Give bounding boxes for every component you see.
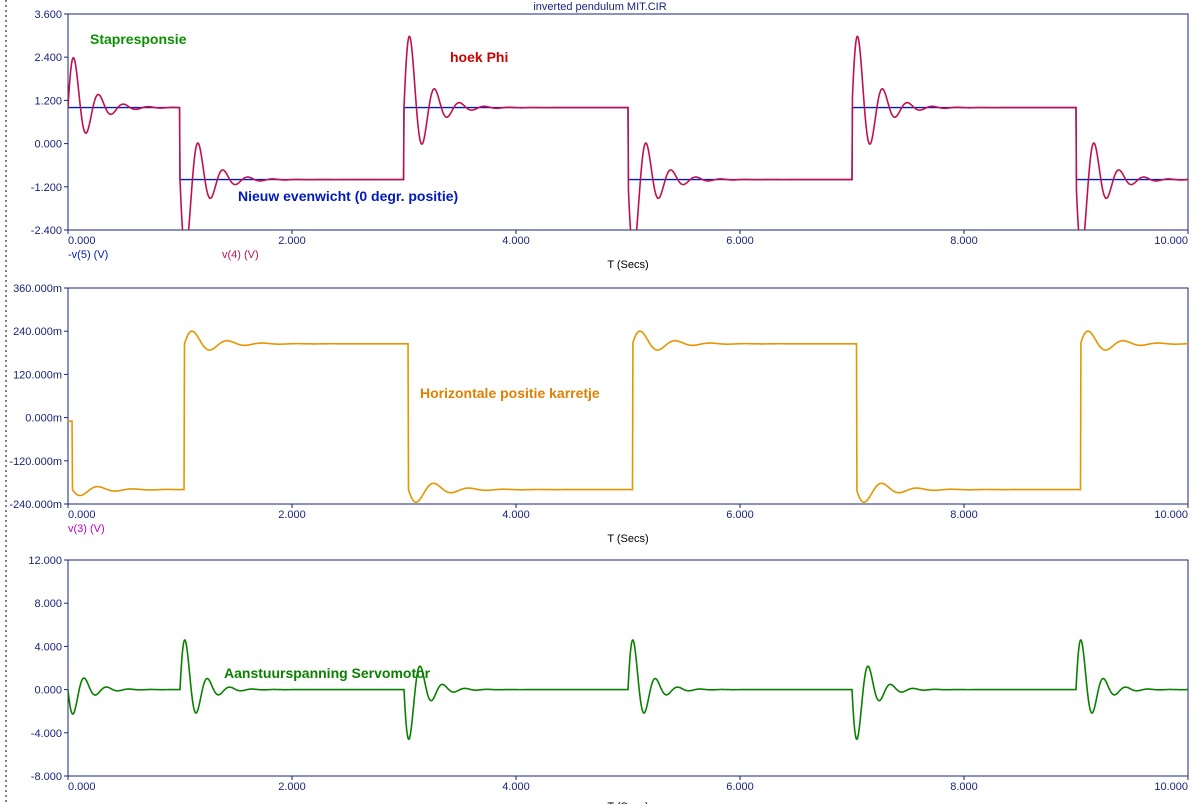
- x-tick-label: 8.000: [950, 781, 978, 793]
- x-axis-label: T (Secs): [607, 259, 648, 271]
- y-tick-label: -4.000: [31, 728, 62, 740]
- x-tick-label: 6.000: [726, 509, 754, 521]
- y-tick-label: 0.000: [34, 139, 62, 151]
- plot-border: [68, 288, 1188, 504]
- annotation-text: Nieuw evenwicht (0 degr. positie): [238, 188, 458, 204]
- x-axis-label: T (Secs): [607, 533, 648, 545]
- y-tick-label: -120.000m: [9, 456, 62, 468]
- chart-stage: inverted pendulum MIT.CIR -2.400 -1.200 0.0…: [0, 0, 1200, 804]
- annotation-text: Stapresponsie: [90, 31, 187, 47]
- x-tick-label: 6.000: [726, 235, 754, 247]
- x-tick-label: 0.000: [68, 781, 96, 793]
- y-tick-label: 3.600: [34, 9, 62, 21]
- annotation-text: hoek Phi: [450, 49, 508, 65]
- series-phi: [68, 36, 1188, 250]
- series-cart_pos: [68, 331, 1188, 502]
- annotation-text: Horizontale positie karretje: [420, 385, 600, 401]
- y-tick-label: 12.000: [28, 555, 62, 567]
- series-servo_drive: [68, 640, 1188, 739]
- x-tick-label: 0.000: [68, 509, 96, 521]
- y-tick-label: -2.400: [31, 225, 62, 237]
- x-tick-label: 0.000: [68, 235, 96, 247]
- x-tick-label: 4.000: [502, 509, 530, 521]
- x-tick-label: 2.000: [278, 781, 306, 793]
- x-tick-label: 8.000: [950, 235, 978, 247]
- y-tick-label: 4.000: [34, 641, 62, 653]
- y-tick-label: 0.000m: [25, 413, 62, 425]
- signal-label: v(4) (V): [222, 249, 259, 261]
- y-tick-label: 0.000: [34, 685, 62, 697]
- y-tick-label: -1.200: [31, 182, 62, 194]
- y-tick-label: -8.000: [31, 771, 62, 783]
- x-tick-label: 8.000: [950, 509, 978, 521]
- y-tick-label: -240.000m: [9, 499, 62, 511]
- y-tick-label: 360.000m: [13, 283, 62, 295]
- x-tick-label: 2.000: [278, 509, 306, 521]
- signal-label: v(3) (V): [68, 523, 105, 535]
- signal-label: -v(5) (V): [68, 249, 108, 261]
- x-tick-label: 10.000: [1154, 509, 1188, 521]
- annotation-text: Aanstuurspanning Servomotor: [224, 665, 431, 681]
- y-tick-label: 8.000: [34, 598, 62, 610]
- y-tick-label: 240.000m: [13, 326, 62, 338]
- x-tick-label: 2.000: [278, 235, 306, 247]
- x-tick-label: 4.000: [502, 781, 530, 793]
- y-tick-label: 1.200: [34, 95, 62, 107]
- x-tick-label: 4.000: [502, 235, 530, 247]
- x-tick-label: 6.000: [726, 781, 754, 793]
- chart-svg: inverted pendulum MIT.CIR -2.400 -1.200 0.0…: [0, 0, 1200, 804]
- y-tick-label: 120.000m: [13, 369, 62, 381]
- y-tick-label: 2.400: [34, 52, 62, 64]
- chart-title: inverted pendulum MIT.CIR: [533, 1, 666, 13]
- x-tick-label: 10.000: [1154, 235, 1188, 247]
- x-tick-label: 10.000: [1154, 781, 1188, 793]
